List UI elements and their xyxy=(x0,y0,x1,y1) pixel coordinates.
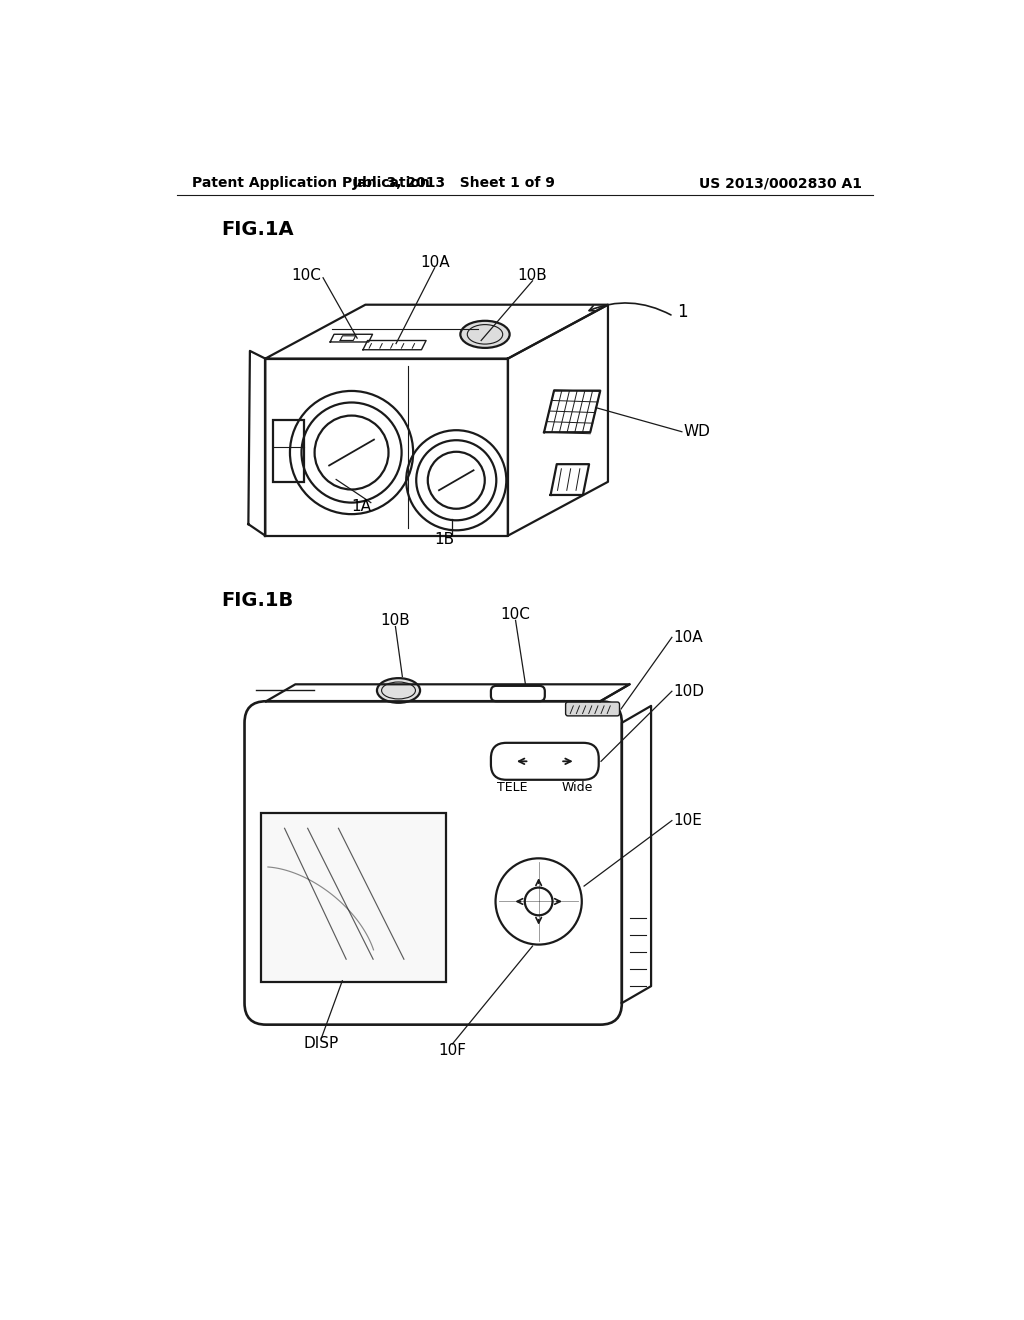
Text: 10C: 10C xyxy=(291,268,322,282)
Text: 1A: 1A xyxy=(351,499,372,513)
Ellipse shape xyxy=(461,321,510,348)
Text: 10D: 10D xyxy=(674,684,705,698)
Text: FIG.1B: FIG.1B xyxy=(221,591,294,610)
Text: Patent Application Publication: Patent Application Publication xyxy=(193,176,430,190)
Text: 10A: 10A xyxy=(420,255,450,269)
Text: FIG.1A: FIG.1A xyxy=(221,220,294,239)
Text: TELE: TELE xyxy=(498,781,527,795)
Bar xyxy=(261,813,446,982)
FancyBboxPatch shape xyxy=(565,702,620,715)
Bar xyxy=(273,420,304,482)
Text: WD: WD xyxy=(683,424,711,440)
Text: 10E: 10E xyxy=(674,813,702,828)
Text: DISP: DISP xyxy=(304,1036,339,1052)
Text: 10B: 10B xyxy=(381,612,411,628)
Text: Wide: Wide xyxy=(561,781,593,795)
Text: 10A: 10A xyxy=(674,630,703,645)
Text: US 2013/0002830 A1: US 2013/0002830 A1 xyxy=(699,176,862,190)
Text: 10C: 10C xyxy=(501,607,530,622)
Text: 10B: 10B xyxy=(517,268,548,282)
Text: Jan. 3, 2013   Sheet 1 of 9: Jan. 3, 2013 Sheet 1 of 9 xyxy=(352,176,555,190)
Ellipse shape xyxy=(377,678,420,702)
Text: 1B: 1B xyxy=(434,532,455,546)
Text: 1: 1 xyxy=(677,304,688,321)
Text: 10F: 10F xyxy=(438,1043,466,1057)
